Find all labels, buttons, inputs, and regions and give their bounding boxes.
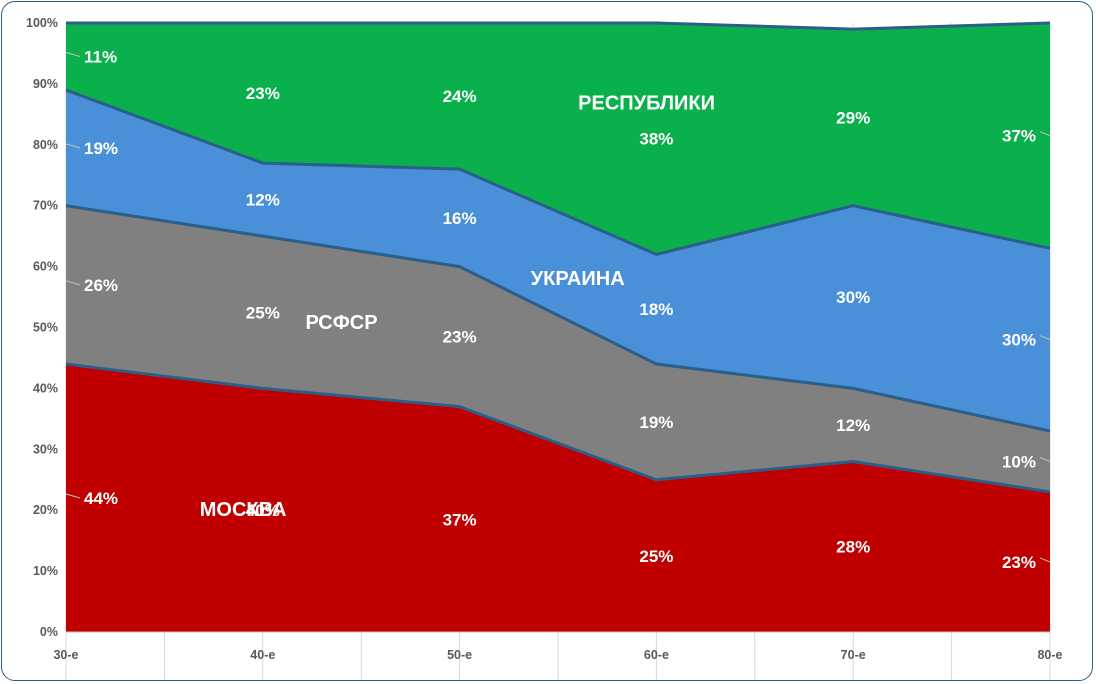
y-tick-label: 90% <box>33 77 58 91</box>
area-4 <box>66 23 1050 255</box>
y-tick-label: 0% <box>40 625 58 639</box>
value-label: 16% <box>443 209 477 228</box>
value-label: 23% <box>1002 553 1036 572</box>
y-tick-label: 20% <box>33 503 58 517</box>
value-label: 25% <box>246 303 280 322</box>
leader-line <box>1039 457 1051 462</box>
area-boundary-1 <box>65 362 1051 494</box>
value-label: 44% <box>84 489 118 508</box>
value-label: 37% <box>443 510 477 529</box>
y-tick-label: 30% <box>33 442 58 456</box>
y-tick-label: 40% <box>33 381 58 395</box>
y-tick-label: 70% <box>33 199 58 213</box>
series-label: РСФСР <box>305 312 377 334</box>
value-label: 23% <box>246 84 280 103</box>
leader-line <box>65 493 81 499</box>
x-tick-label: 30-е <box>53 648 78 662</box>
leader-line <box>65 280 81 286</box>
value-label: 26% <box>84 276 118 295</box>
value-label: 37% <box>1002 127 1036 146</box>
value-label: 38% <box>639 130 673 149</box>
value-label: 28% <box>836 538 870 557</box>
x-tick-label: 40-е <box>250 648 275 662</box>
series-label: РЕСПУБЛИКИ <box>578 93 715 115</box>
leader-line <box>65 143 81 149</box>
area-boundary-2 <box>65 204 1051 433</box>
x-tick-label: 50-е <box>447 648 472 662</box>
area-3 <box>66 89 1050 432</box>
value-label: 11% <box>84 47 117 66</box>
y-tick-label: 50% <box>33 321 58 335</box>
series-label: МОСКВА <box>200 499 287 521</box>
value-label: 19% <box>639 413 673 432</box>
value-label: 10% <box>1002 452 1036 471</box>
leader-line <box>1039 335 1051 341</box>
leader-line <box>65 52 81 57</box>
y-tick-label: 80% <box>33 138 58 152</box>
value-label: 40% <box>246 501 280 520</box>
series-label: УКРАИНА <box>531 268 625 290</box>
value-label: 30% <box>836 288 870 307</box>
area-boundary-3 <box>65 88 1051 256</box>
value-label: 23% <box>443 328 477 347</box>
area-boundary-4 <box>66 21 1051 31</box>
x-tick-label: 70-е <box>841 648 866 662</box>
value-label: 19% <box>84 139 118 158</box>
leader-line <box>1039 557 1051 563</box>
value-label: 25% <box>639 547 673 566</box>
y-tick-label: 60% <box>33 260 58 274</box>
value-label: 12% <box>836 416 870 435</box>
value-label: 24% <box>443 87 477 106</box>
area-1 <box>66 364 1050 632</box>
leader-line <box>1039 131 1051 137</box>
value-label: 12% <box>246 191 280 210</box>
area-2 <box>66 205 1050 492</box>
x-tick-label: 60-е <box>644 648 669 662</box>
value-label: 30% <box>1002 331 1036 350</box>
y-tick-label: 100% <box>26 16 58 30</box>
value-label: 29% <box>836 108 870 127</box>
x-tick-label: 80-е <box>1037 648 1062 662</box>
value-label: 18% <box>639 300 673 319</box>
y-tick-label: 10% <box>33 564 58 578</box>
